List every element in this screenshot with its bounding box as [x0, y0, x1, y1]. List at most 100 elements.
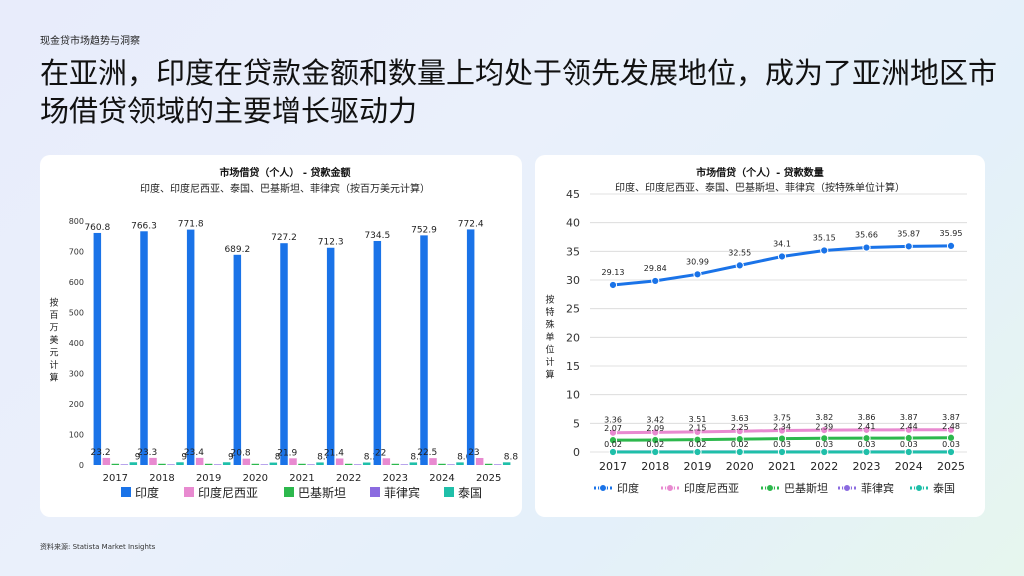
y-tick-label: 45 [566, 188, 580, 201]
bar [251, 463, 260, 465]
bar [213, 464, 222, 465]
data-point [820, 447, 829, 457]
bar [484, 463, 493, 465]
data-point [820, 425, 829, 435]
data-label: 3.87 [942, 413, 960, 422]
data-point [862, 447, 871, 457]
data-label: 22.5 [417, 448, 437, 458]
data-label: 35.66 [855, 231, 878, 240]
y-axis-label: 按百万美元计算 [49, 297, 58, 384]
legend-marker [766, 484, 774, 492]
x-tick-label: 2021 [768, 460, 796, 473]
source-note: 资料来源: Statista Market Insights [40, 543, 156, 551]
data-point [651, 276, 660, 286]
bar [129, 462, 138, 465]
chart-title: 市场借贷（个人）- 贷款数量 [696, 166, 824, 179]
y-tick-label: 35 [566, 245, 580, 258]
y-tick-label: 5 [573, 417, 580, 430]
y-tick-label: 10 [566, 389, 580, 402]
bar [400, 464, 409, 465]
data-label: 2.25 [731, 423, 749, 432]
legend-label: 印度尼西亚 [684, 481, 739, 495]
y-tick-label: 700 [69, 248, 84, 257]
data-label: 8.5 [410, 452, 424, 462]
legend-marker [843, 484, 851, 492]
legend-marker [915, 484, 923, 492]
bar [326, 247, 335, 465]
data-label: 0.02 [731, 440, 749, 449]
data-label: 712.3 [318, 238, 344, 248]
legend-label: 菲律宾 [861, 481, 894, 495]
bar [149, 457, 157, 465]
chart-title: 市场借贷（个人） - 贷款金额 [219, 166, 350, 179]
data-label: 0.02 [689, 440, 707, 449]
data-label: 0.03 [773, 440, 791, 449]
data-label: 3.87 [900, 413, 918, 422]
data-label: 3.42 [646, 415, 664, 424]
bar [466, 229, 475, 465]
bar [280, 243, 288, 465]
bar [186, 229, 195, 465]
data-point [777, 434, 787, 443]
data-label: 32.55 [728, 248, 751, 257]
data-label: 3.75 [773, 414, 791, 423]
data-label: 2.44 [900, 422, 918, 431]
bar [373, 240, 382, 465]
bar [204, 463, 213, 465]
data-label: 2.07 [604, 424, 622, 433]
x-tick-label: 2018 [641, 460, 669, 473]
bar [353, 464, 362, 465]
legend-marker [666, 484, 674, 492]
data-label: 21.4 [324, 448, 344, 458]
bar [195, 457, 204, 465]
data-label: 771.8 [178, 220, 204, 230]
x-tick-label: 2017 [599, 460, 627, 473]
data-point [735, 427, 744, 436]
legend-swatch [444, 487, 454, 497]
bar [111, 463, 120, 465]
data-point [777, 426, 787, 435]
y-tick-label: 300 [69, 370, 84, 379]
data-label: 0.03 [900, 440, 918, 449]
y-tick-label: 0 [79, 461, 84, 470]
x-tick-label: 2025 [476, 473, 501, 484]
bar [456, 462, 464, 465]
legend-marker [599, 484, 607, 492]
data-label: 2.41 [858, 422, 876, 431]
legend-label: 印度 [135, 485, 159, 500]
bar [260, 464, 269, 465]
data-point [904, 425, 913, 434]
x-tick-label: 2024 [429, 473, 454, 484]
data-label: 689.2 [224, 245, 250, 255]
x-tick-label: 2025 [937, 460, 965, 473]
data-label: 3.86 [858, 413, 876, 422]
legend-label: 印度 [617, 481, 639, 495]
bar [475, 457, 484, 465]
legend-label: 巴基斯坦 [784, 481, 828, 495]
y-tick-label: 400 [69, 339, 84, 348]
data-point [904, 433, 913, 443]
legend-swatch [184, 487, 194, 497]
data-label: 22 [375, 448, 386, 458]
data-label: 29.13 [602, 268, 625, 277]
legend-swatch [370, 487, 380, 497]
bar [344, 463, 353, 465]
data-label: 23.3 [137, 448, 157, 458]
page-kicker: 现金贷市场趋势与洞察 [40, 36, 140, 47]
data-label: 8 [275, 453, 281, 463]
data-label: 8.4 [317, 452, 332, 462]
x-tick-label: 2023 [383, 473, 408, 484]
data-label: 9 [228, 452, 234, 462]
bar [502, 462, 511, 465]
bar [222, 462, 231, 465]
data-point [820, 246, 829, 255]
data-label: 35.15 [813, 233, 836, 242]
bar [167, 464, 175, 465]
x-tick-label: 2020 [243, 473, 268, 484]
data-point [862, 434, 871, 443]
data-point [608, 280, 618, 290]
bar [447, 464, 455, 465]
bar [382, 458, 391, 465]
data-point [651, 447, 660, 457]
data-label: 2.39 [815, 422, 833, 431]
